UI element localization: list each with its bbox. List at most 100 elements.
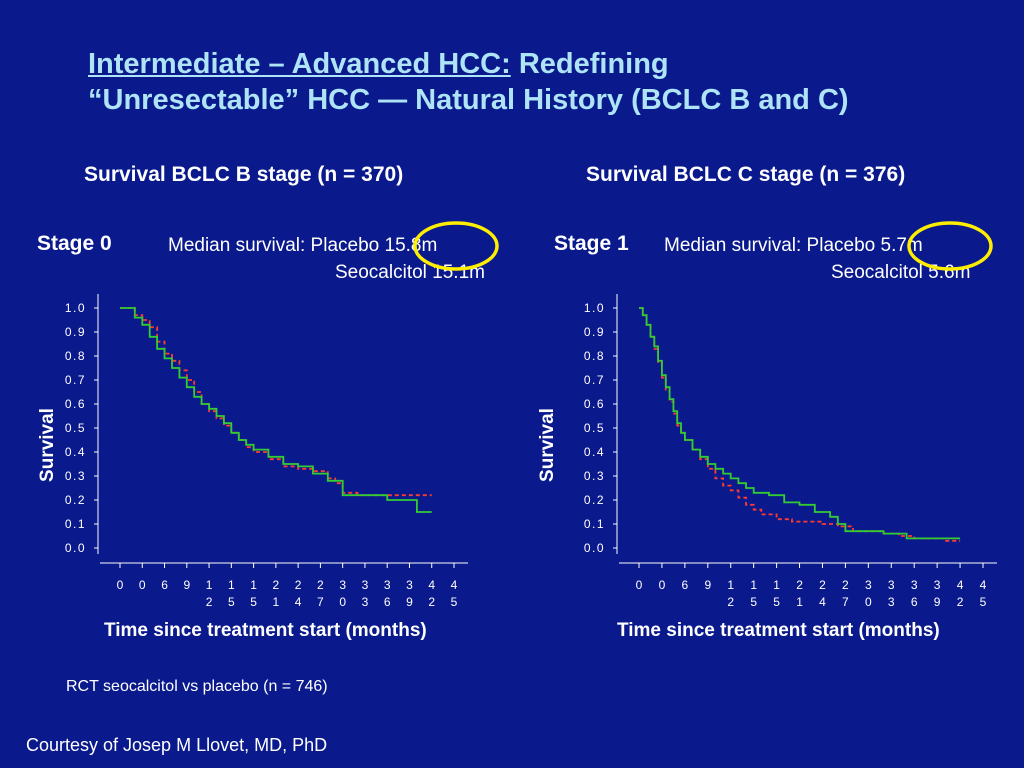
left-x-tick-label-line2: 1: [273, 595, 280, 609]
left-y-tick-label: 0.3: [65, 469, 86, 483]
title-line2: “Unresectable” HCC — Natural History (BC…: [88, 84, 849, 116]
left-x-tick-label-line2: 5: [228, 595, 235, 609]
right-x-tick-label: 1: [727, 578, 734, 592]
right-x-tick-label: 2: [796, 578, 803, 592]
right-y-tick-label: 0.0: [584, 541, 605, 555]
right-x-tick-label-line2: 3: [888, 595, 895, 609]
footnote: RCT seocalcitol vs placebo (n = 746): [66, 678, 328, 695]
right-seocalcitol-curve: [639, 307, 961, 540]
left-y-tick-label: 0.8: [65, 349, 86, 363]
right-placebo-curve: [639, 307, 961, 542]
right-x-tick-label-line2: 5: [773, 595, 780, 609]
left-x-tick-label: 3: [384, 578, 391, 592]
right-y-tick-label: 0.6: [584, 397, 605, 411]
left-y-tick-label: 0.9: [65, 325, 86, 339]
left-x-tick-label: 4: [428, 578, 435, 592]
right-y-tick-label: 0.7: [584, 373, 605, 387]
right-x-tick-label: 4: [980, 578, 987, 592]
right-highlight-circle: [907, 221, 993, 271]
left-x-tick-label: 3: [406, 578, 413, 592]
right-y-tick-label: 0.2: [584, 493, 605, 507]
right-x-tick-label: 6: [682, 578, 689, 592]
left-x-tick-label: 3: [339, 578, 346, 592]
left-x-tick-label: 1: [206, 578, 213, 592]
left-x-tick-label: 1: [228, 578, 235, 592]
left-x-tick-label: 4: [451, 578, 458, 592]
right-x-tick-label-line2: 4: [819, 595, 826, 609]
right-y-tick-label: 0.1: [584, 517, 605, 531]
left-x-tick-label-line2: 4: [295, 595, 302, 609]
right-stage-label: Stage 1: [554, 232, 629, 255]
right-panel-heading: Survival BCLC C stage (n = 376): [586, 163, 906, 186]
right-x-tick-label-line2: 5: [980, 595, 987, 609]
left-y-tick-label: 0.5: [65, 421, 86, 435]
right-x-tick-label: 2: [819, 578, 826, 592]
right-x-tick-label-line2: 7: [842, 595, 849, 609]
right-x-tick-label: 2: [842, 578, 849, 592]
right-x-tick-label-line2: 9: [934, 595, 941, 609]
left-x-tick-label-line2: 2: [428, 595, 435, 609]
right-x-tick-label: 9: [704, 578, 711, 592]
right-y-tick-label: 1.0: [584, 301, 605, 315]
left-km-chart: 1.00.90.80.70.60.50.40.30.20.10.00 0 6 9 121…: [65, 294, 468, 609]
right-y-tick-label: 0.4: [584, 445, 605, 459]
left-x-tick-label: 0: [139, 578, 146, 592]
right-x-tick-label-line2: 1: [796, 595, 803, 609]
right-x-axis-label: Time since treatment start (months): [617, 620, 940, 641]
left-x-tick-label: 0: [117, 578, 124, 592]
left-y-tick-label: 0.1: [65, 517, 86, 531]
left-y-tick-label: 0.7: [65, 373, 86, 387]
right-y-tick-label: 0.8: [584, 349, 605, 363]
left-x-tick-label-line2: 2: [206, 595, 213, 609]
left-stage-label: Stage 0: [37, 232, 112, 255]
right-x-tick-label-line2: 2: [957, 595, 964, 609]
right-x-tick-label: 4: [957, 578, 964, 592]
left-x-tick-label: 3: [362, 578, 369, 592]
left-x-tick-label: 2: [317, 578, 324, 592]
left-x-tick-label-line2: 5: [250, 595, 257, 609]
title-line1-rest: Redefining: [510, 48, 669, 80]
left-x-tick-label: 2: [273, 578, 280, 592]
left-x-axis-label: Time since treatment start (months): [104, 620, 427, 641]
left-x-tick-label: 1: [250, 578, 257, 592]
left-x-tick-label-line2: 3: [362, 595, 369, 609]
right-x-tick-label: 3: [934, 578, 941, 592]
credit-line: Courtesy of Josep M Llovet, MD, PhD: [26, 735, 328, 755]
slide-title: Intermediate – Advanced HCC: Redefining …: [88, 46, 988, 118]
right-y-tick-label: 0.5: [584, 421, 605, 435]
right-x-tick-label: 3: [911, 578, 918, 592]
right-x-tick-label: 3: [865, 578, 872, 592]
left-x-tick-label-line2: 0: [339, 595, 346, 609]
right-median-line1: Median survival: Placebo 5.7m: [664, 235, 923, 256]
right-x-tick-label: 1: [750, 578, 757, 592]
left-seocalcitol-curve: [120, 307, 432, 513]
right-x-tick-label-line2: 6: [911, 595, 918, 609]
right-x-tick-label: 0: [659, 578, 666, 592]
right-x-tick-label-line2: 5: [750, 595, 757, 609]
left-panel-heading: Survival BCLC B stage (n = 370): [84, 163, 404, 186]
title-underlined-part: Intermediate – Advanced HCC:: [88, 48, 511, 80]
left-median-line1: Median survival: Placebo 15.8m: [168, 235, 438, 256]
left-y-tick-label: 0.4: [65, 445, 86, 459]
left-x-tick-label-line2: 7: [317, 595, 324, 609]
right-x-tick-label: 3: [888, 578, 895, 592]
left-x-tick-label-line2: 6: [384, 595, 391, 609]
left-y-tick-label: 1.0: [65, 301, 86, 315]
left-y-tick-label: 0.6: [65, 397, 86, 411]
right-x-tick-label: 1: [773, 578, 780, 592]
left-x-tick-label: 2: [295, 578, 302, 592]
right-x-tick-label-line2: 2: [727, 595, 734, 609]
left-x-tick-label: 9: [183, 578, 190, 592]
right-y-tick-label: 0.3: [584, 469, 605, 483]
left-y-tick-label: 0.2: [65, 493, 86, 507]
left-x-tick-label: 6: [161, 578, 168, 592]
right-x-tick-label: 0: [636, 578, 643, 592]
right-km-chart: 1.00.90.80.70.60.50.40.30.20.10.00 0 6 9 121…: [584, 294, 997, 609]
right-x-tick-label-line2: 0: [865, 595, 872, 609]
left-y-tick-label: 0.0: [65, 541, 86, 555]
left-x-tick-label-line2: 5: [451, 595, 458, 609]
left-x-tick-label-line2: 9: [406, 595, 413, 609]
left-placebo-curve: [120, 307, 432, 497]
left-highlight-circle: [413, 221, 499, 271]
